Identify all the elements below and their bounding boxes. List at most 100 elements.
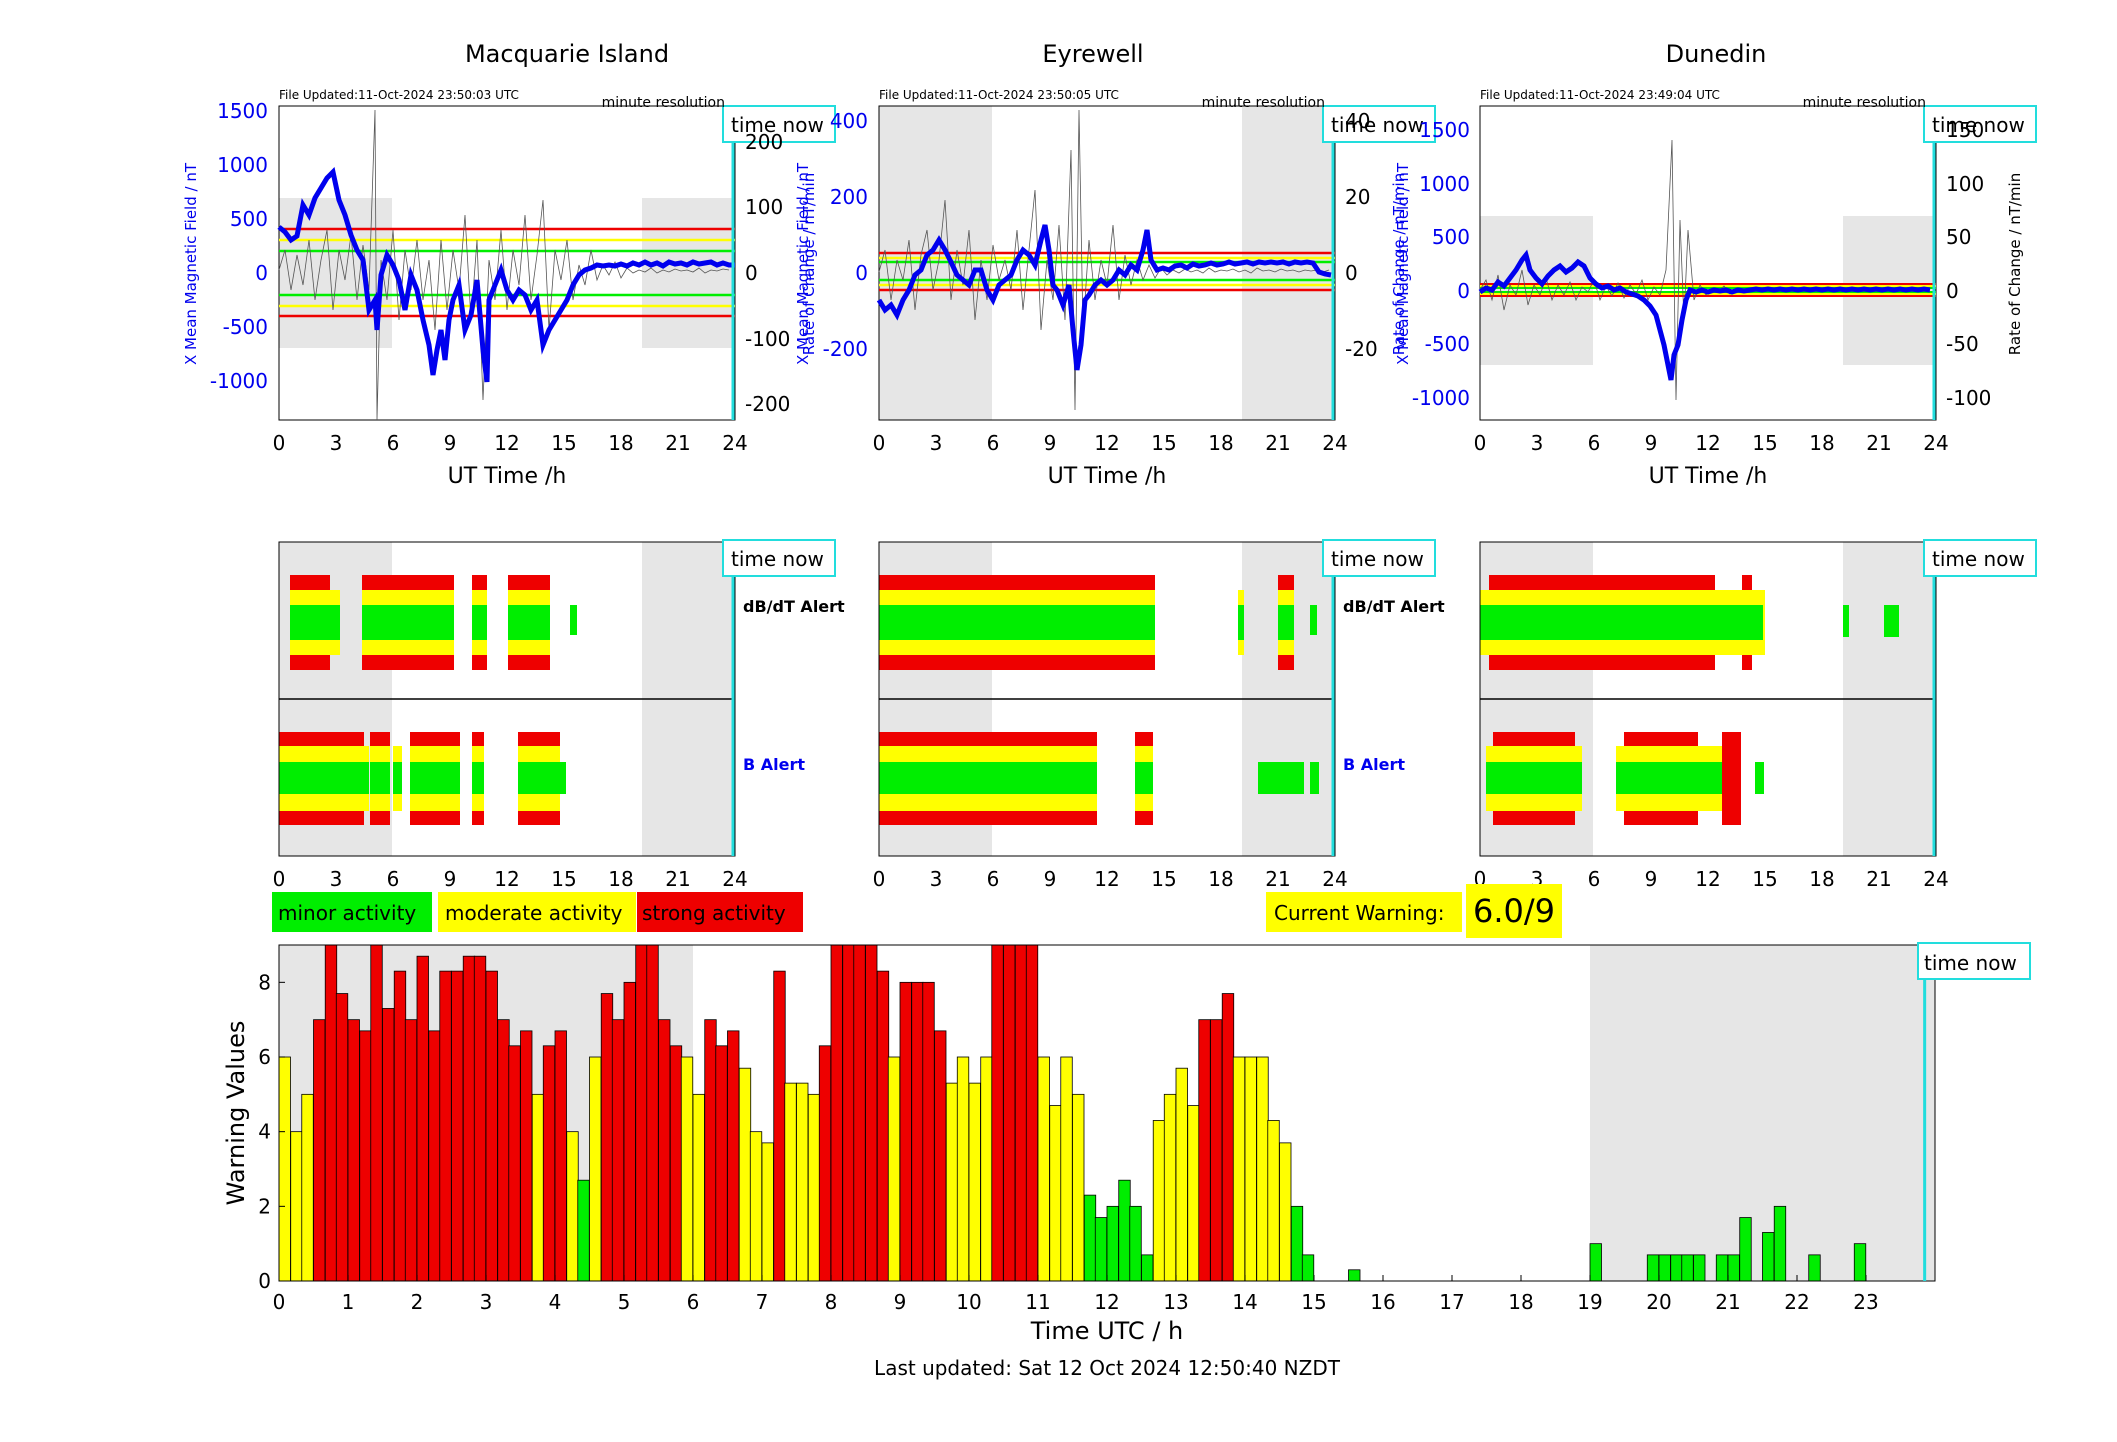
warning-bar bbox=[784, 1082, 797, 1282]
x-tick: 3 bbox=[930, 867, 943, 891]
warning-bar bbox=[658, 1019, 671, 1282]
x-tick-label: 3 bbox=[480, 1290, 493, 1314]
x-tick: 6 bbox=[387, 867, 400, 891]
time-now-box bbox=[1322, 539, 1436, 577]
warning-bar bbox=[313, 1019, 326, 1282]
mean-field-trace bbox=[277, 166, 735, 383]
warning-bar bbox=[1727, 1254, 1740, 1282]
x-tick: 24 bbox=[1923, 867, 1948, 891]
x-tick: 9 bbox=[444, 867, 457, 891]
warning-bar bbox=[1646, 1254, 1660, 1282]
warning-bar bbox=[1198, 1019, 1211, 1282]
x-tick: 24 bbox=[1923, 431, 1948, 455]
alert-strip-minor bbox=[279, 762, 369, 794]
y-tick-label: 2 bbox=[258, 1194, 271, 1218]
current-warning: Current Warning: 6.0/9 bbox=[1266, 884, 1562, 938]
x-tick: 6 bbox=[987, 867, 1000, 891]
x-axis-label: UT Time /h bbox=[1649, 464, 1768, 489]
x-tick: 21 bbox=[1866, 431, 1891, 455]
warning-bar bbox=[749, 1131, 763, 1282]
warning-bar bbox=[1589, 1243, 1602, 1282]
warning-bar bbox=[956, 1056, 970, 1282]
x-tick: 21 bbox=[665, 431, 690, 455]
warning-bar bbox=[704, 1019, 717, 1282]
warning-bar bbox=[1715, 1254, 1729, 1282]
right-y-axis-label: Rate of Change / nT/min bbox=[800, 173, 818, 355]
time-now-box bbox=[722, 539, 836, 577]
warning-bar bbox=[1152, 1120, 1166, 1282]
panel-title: Dunedin bbox=[1666, 40, 1767, 68]
warning-bar bbox=[508, 1045, 521, 1282]
x-tick: 24 bbox=[1322, 431, 1347, 455]
warning-bar bbox=[1094, 1217, 1108, 1282]
x-tick: 15 bbox=[1752, 431, 1777, 455]
y-tick-label: 4 bbox=[258, 1120, 271, 1144]
warning-bar bbox=[428, 1030, 441, 1282]
alert-strip-minor bbox=[1884, 605, 1899, 637]
x-tick-label: 1 bbox=[342, 1290, 355, 1314]
b-alert-label: B Alert bbox=[1343, 755, 1405, 774]
x-axis-label: UT Time /h bbox=[448, 464, 567, 489]
file-updated-text: File Updated:11-Oct-2024 23:49:04 UTC bbox=[1480, 88, 1720, 102]
warning-bar bbox=[1739, 1217, 1752, 1282]
warning-bar bbox=[1256, 1056, 1269, 1282]
y-tick: 1000 bbox=[1419, 172, 1470, 196]
alert-strip-minor bbox=[1135, 762, 1153, 794]
alert-strip-minor bbox=[472, 762, 484, 794]
warning-bar bbox=[1106, 1205, 1119, 1282]
y-tick: 150 bbox=[1946, 118, 1984, 142]
warning-bar bbox=[1163, 1093, 1177, 1282]
dbdt-alert-strips bbox=[290, 575, 577, 670]
x-ticks: 0 3 6 9 12 15 18 21 24 bbox=[1474, 431, 1949, 455]
warning-bar bbox=[1773, 1205, 1787, 1282]
x-tick-label: 13 bbox=[1163, 1290, 1188, 1314]
activity-legend: minor activity moderate activity strong … bbox=[272, 892, 803, 932]
alert-strip-minor bbox=[393, 762, 402, 794]
b-alert-strips bbox=[279, 732, 566, 825]
x-tick-label: 9 bbox=[894, 1290, 907, 1314]
y-tick: 500 bbox=[1432, 225, 1470, 249]
y-tick: 500 bbox=[230, 207, 268, 231]
x-axis-label: Time UTC / h bbox=[1030, 1317, 1184, 1345]
alert-strip-strong bbox=[1722, 732, 1741, 825]
warning-bar bbox=[1808, 1254, 1821, 1282]
x-tick-label: 10 bbox=[956, 1290, 981, 1314]
y-tick: -500 bbox=[223, 315, 268, 339]
warning-bar bbox=[922, 981, 935, 1282]
b-alert-strips bbox=[879, 732, 1319, 825]
y-tick: 50 bbox=[1946, 225, 1971, 249]
x-tick: 6 bbox=[387, 431, 400, 455]
alert-strip-minor bbox=[879, 762, 1097, 794]
warning-bar bbox=[1693, 1254, 1706, 1282]
warning-bar bbox=[807, 1093, 821, 1282]
alert-strip-minor bbox=[1715, 605, 1763, 640]
y-tick: -50 bbox=[1946, 332, 1979, 356]
y-tick: 100 bbox=[1946, 172, 1984, 196]
left-y-ticks: 400 200 0 -200 bbox=[823, 109, 868, 361]
x-tick-label: 14 bbox=[1232, 1290, 1257, 1314]
warning-bar bbox=[1210, 1019, 1223, 1282]
x-tick: 6 bbox=[987, 431, 1000, 455]
legend-label-strong: strong activity bbox=[642, 901, 786, 925]
x-tick: 12 bbox=[1094, 431, 1119, 455]
warning-bar bbox=[324, 944, 338, 1282]
warning-bar bbox=[382, 1008, 395, 1282]
warning-bar bbox=[416, 955, 429, 1282]
time-now-label: time now bbox=[1932, 113, 2025, 137]
warning-bar bbox=[566, 1131, 579, 1282]
y-tick: 1500 bbox=[1419, 118, 1470, 142]
y-axis-label: Warning Values bbox=[222, 1021, 250, 1206]
y-tick: -200 bbox=[745, 392, 790, 416]
x-tick-label: 7 bbox=[756, 1290, 769, 1314]
y-tick: -100 bbox=[1946, 386, 1991, 410]
dbdt-alert-label: dB/dT Alert bbox=[743, 597, 845, 616]
magnetic-field-plot: time now File Updated:11-Oct-2024 23:50:… bbox=[794, 88, 1436, 489]
x-tick: 6 bbox=[1588, 431, 1601, 455]
warning-bar bbox=[1072, 1093, 1085, 1282]
right-y-axis-label: Rate of Change / nT/min bbox=[1390, 173, 1408, 355]
x-tick: 18 bbox=[1809, 431, 1834, 455]
warning-bar bbox=[497, 1019, 510, 1282]
x-tick-label: 21 bbox=[1715, 1290, 1740, 1314]
warning-bar bbox=[1049, 1105, 1062, 1282]
